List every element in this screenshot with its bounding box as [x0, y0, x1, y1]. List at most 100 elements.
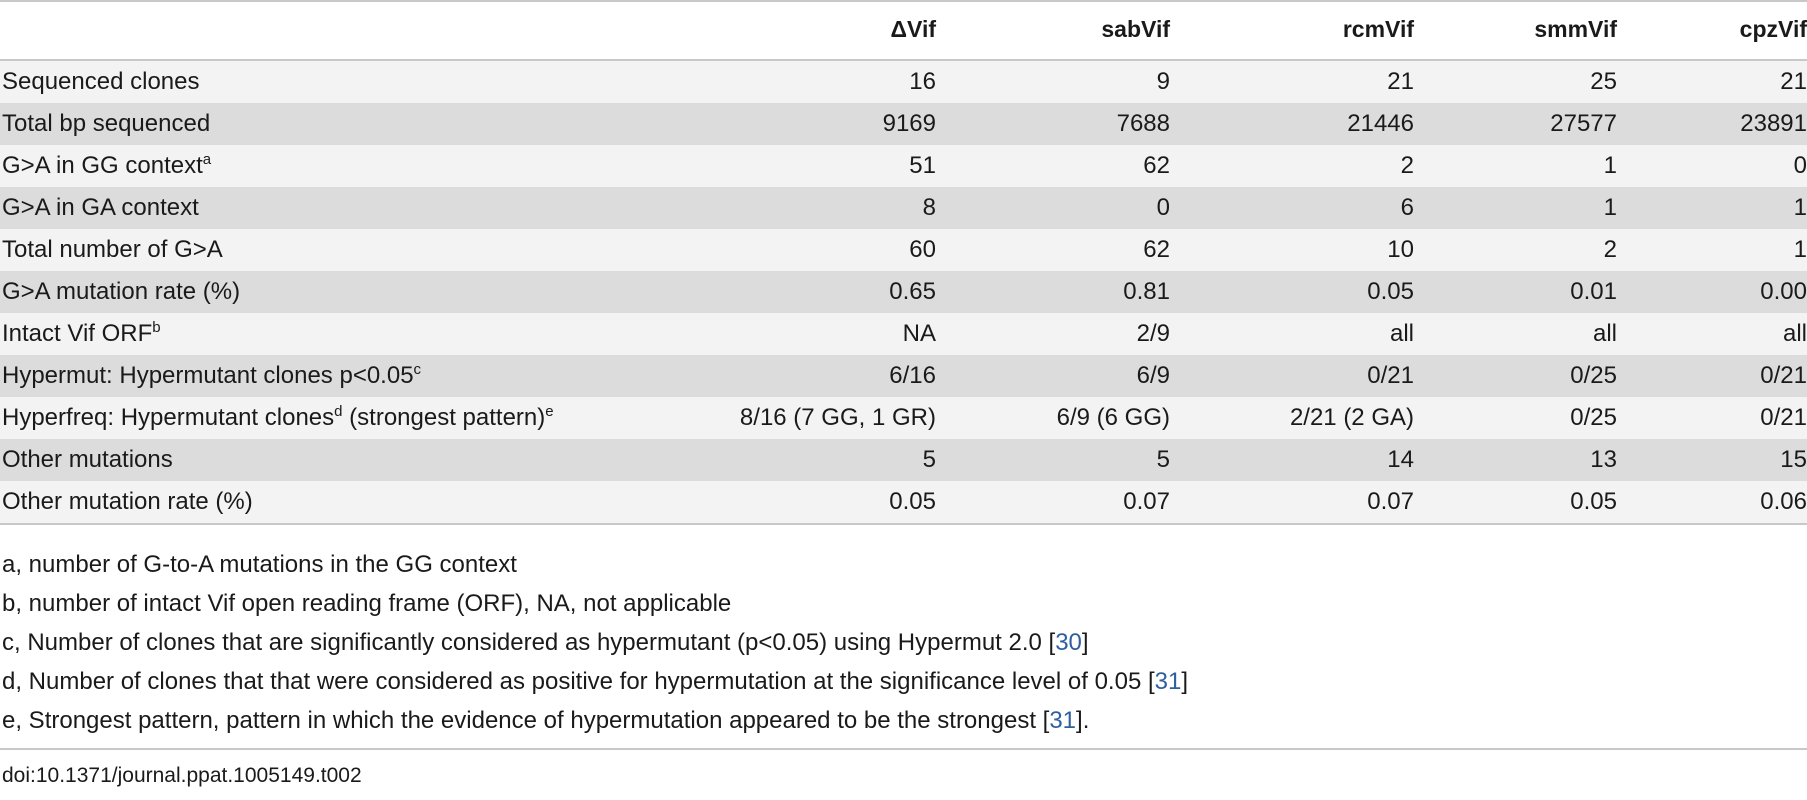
table-row: Hypermut: Hypermutant clones p<0.05c 6/16…	[0, 355, 1807, 397]
table-cell: 0.05	[889, 488, 936, 515]
table-cell: 0.05	[1570, 488, 1617, 515]
row-label-suffix: (strongest pattern)	[342, 404, 546, 431]
column-header-delta-vif: ΔVif	[890, 16, 936, 42]
table-cell: 2/9	[1136, 320, 1170, 347]
row-label: Intact Vif ORFb	[0, 313, 656, 355]
table-row: Sequenced clones 16 9 21 25 21	[0, 60, 1807, 103]
footnote-marker: d	[334, 403, 343, 420]
row-label: Other mutations	[0, 439, 656, 481]
footnote-text: e, Strongest pattern, pattern in which t…	[2, 707, 1050, 734]
table-cell: 60	[909, 236, 936, 263]
table-row: Hyperfreq: Hypermutant clonesd (stronges…	[0, 397, 1807, 439]
table-cell: 6/9 (6 GG)	[1056, 404, 1170, 431]
table-row: G>A in GG contexta 51 62 2 1 0	[0, 145, 1807, 187]
table-cell: 1	[1603, 194, 1617, 221]
row-label-text: Other mutation rate (%)	[2, 488, 253, 515]
footnote: a, number of G-to-A mutations in the GG …	[2, 545, 1802, 584]
footnote-marker: b	[152, 319, 161, 336]
table-cell: all	[1592, 320, 1617, 347]
row-label: G>A in GA context	[0, 187, 656, 229]
table-cell: all	[1782, 320, 1807, 347]
table-row: Total number of G>A 60 62 10 2 1	[0, 229, 1807, 271]
table-cell: 0/21	[1367, 362, 1414, 389]
table-row: Other mutation rate (%) 0.05 0.07 0.07 0.05 0…	[0, 481, 1807, 524]
table-row: G>A mutation rate (%) 0.65 0.81 0.05 0.01 0.0…	[0, 271, 1807, 313]
table-cell: 23891	[1740, 110, 1807, 137]
reference-link[interactable]: 31	[1049, 707, 1077, 734]
table-cell: 0	[1156, 194, 1170, 221]
row-label-text: Hyperfreq: Hypermutant clones	[2, 404, 335, 431]
row-label-text: Other mutations	[2, 446, 173, 473]
table-cell: 9169	[882, 110, 936, 137]
table-cell: 5	[1156, 446, 1170, 473]
row-label-text: G>A in GG context	[2, 152, 203, 179]
table-cell: 62	[1143, 236, 1170, 263]
footnotes: a, number of G-to-A mutations in the GG …	[2, 545, 1802, 740]
table-row: Other mutations 5 5 14 13 15	[0, 439, 1807, 481]
table-cell: 27577	[1550, 110, 1617, 137]
reference-link[interactable]: 30	[1055, 629, 1082, 656]
column-header-cpz-vif: cpzVif	[1739, 16, 1807, 42]
table-row: Total bp sequenced 9169 7688 21446 27577 2389…	[0, 103, 1807, 145]
row-label-text: G>A mutation rate (%)	[2, 278, 241, 305]
footnote-marker: a	[202, 151, 212, 168]
table-cell: 0.07	[1367, 488, 1414, 515]
table-cell: 0.01	[1570, 278, 1617, 305]
table-cell: 14	[1387, 446, 1414, 473]
footnote-text: c, Number of clones that are significant…	[2, 629, 1056, 656]
table-cell: 0/21	[1760, 362, 1807, 389]
table-cell: 1	[1793, 194, 1807, 221]
table-cell: 15	[1780, 446, 1807, 473]
table-cell: 1	[1793, 236, 1807, 263]
table-cell: 6	[1400, 194, 1414, 221]
row-label: Other mutation rate (%)	[0, 481, 656, 524]
table-cell: 0/21	[1760, 404, 1807, 431]
table-header-row: ΔVif sabVif rcmVif smmVif cpzVif	[0, 1, 1807, 60]
table-body: Sequenced clones 16 9 21 25 21 Total bp sequen…	[0, 60, 1807, 524]
table-row: G>A in GA context 8 0 6 1 1	[0, 187, 1807, 229]
table-cell: 2	[1400, 152, 1414, 179]
table-cell: 0/25	[1570, 404, 1617, 431]
row-label-text: Total number of G>A	[2, 236, 223, 263]
row-label-text: G>A in GA context	[2, 194, 199, 221]
table-cell: 51	[909, 152, 936, 179]
row-label: Hyperfreq: Hypermutant clonesd (stronges…	[0, 397, 656, 439]
footnote: c, Number of clones that are significant…	[2, 623, 1802, 662]
table-row: Intact Vif ORFb NA 2/9 all all all	[0, 313, 1807, 355]
column-header-smm-vif: smmVif	[1534, 16, 1617, 42]
table-cell: 8/16 (7 GG, 1 GR)	[739, 404, 936, 431]
table-cell: NA	[902, 320, 936, 347]
table-cell: 16	[909, 68, 936, 95]
footnote: b, number of intact Vif open reading fra…	[2, 584, 1802, 623]
table-cell: 0/25	[1570, 362, 1617, 389]
row-label: Total bp sequenced	[0, 103, 656, 145]
table-cell: 2	[1603, 236, 1617, 263]
reference-link[interactable]: 31	[1154, 668, 1182, 695]
table-cell: 0.81	[1123, 278, 1170, 305]
table-cell: 25	[1590, 68, 1617, 95]
row-label: G>A mutation rate (%)	[0, 271, 656, 313]
column-header-sab-vif: sabVif	[1101, 16, 1170, 42]
footnote-text: a, number of G-to-A mutations in the GG …	[2, 551, 517, 578]
row-label: Hypermut: Hypermutant clones p<0.05c	[0, 355, 656, 397]
footnote-marker: c	[413, 361, 422, 378]
row-label-text: Hypermut: Hypermutant clones p<0.05	[2, 362, 414, 389]
table-cell: 7688	[1116, 110, 1170, 137]
table-cell: 8	[922, 194, 936, 221]
table-cell: 6/9	[1136, 362, 1170, 389]
table-cell: 62	[1143, 152, 1170, 179]
table-cell: 2/21 (2 GA)	[1289, 404, 1414, 431]
footnote: e, Strongest pattern, pattern in which t…	[2, 701, 1802, 740]
row-label: Sequenced clones	[0, 60, 656, 103]
table-cell: 1	[1603, 152, 1617, 179]
row-label: G>A in GG contexta	[0, 145, 656, 187]
table-cell: 13	[1590, 446, 1617, 473]
table-cell: 5	[922, 446, 936, 473]
doi-divider	[0, 748, 1807, 750]
doi-label: doi:10.1371/journal.ppat.1005149.t002	[2, 764, 362, 787]
table-cell: 0.05	[1367, 278, 1414, 305]
row-label-text: Sequenced clones	[2, 68, 200, 95]
footnote-text-end: ]	[1181, 668, 1189, 695]
column-header-rcm-vif: rcmVif	[1342, 16, 1414, 42]
footnote-text: b, number of intact Vif open reading fra…	[2, 590, 732, 617]
